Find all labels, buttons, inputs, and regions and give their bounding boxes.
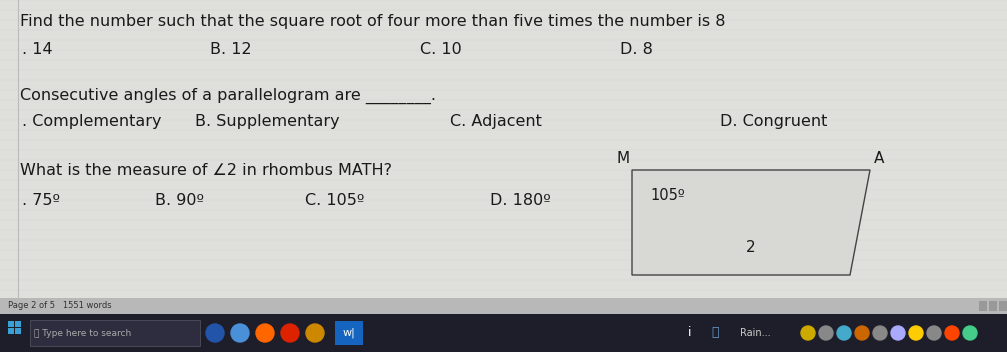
- Text: A: A: [874, 151, 884, 166]
- Circle shape: [801, 326, 815, 340]
- Text: 🔍 Type here to search: 🔍 Type here to search: [34, 328, 131, 338]
- Text: D. Congruent: D. Congruent: [720, 114, 828, 129]
- Circle shape: [945, 326, 959, 340]
- Text: Rain...: Rain...: [740, 328, 770, 338]
- Text: w|: w|: [342, 328, 355, 338]
- Text: . 75º: . 75º: [22, 193, 60, 208]
- Text: B. 12: B. 12: [210, 42, 252, 57]
- Text: Consecutive angles of a parallelogram are ________.: Consecutive angles of a parallelogram ar…: [20, 88, 436, 104]
- Bar: [8, 321, 14, 327]
- Circle shape: [873, 326, 887, 340]
- Circle shape: [963, 326, 977, 340]
- Text: C. Adjacent: C. Adjacent: [450, 114, 542, 129]
- Circle shape: [206, 324, 224, 342]
- Bar: [335, 321, 363, 345]
- Bar: [0, 298, 1007, 314]
- Circle shape: [891, 326, 905, 340]
- Polygon shape: [632, 170, 870, 275]
- Text: D. 8: D. 8: [620, 42, 653, 57]
- Circle shape: [231, 324, 249, 342]
- Bar: [15, 321, 21, 327]
- Text: B. Supplementary: B. Supplementary: [195, 114, 339, 129]
- Text: . Complementary: . Complementary: [22, 114, 161, 129]
- Bar: [30, 320, 200, 346]
- Text: What is the measure of ∠2 in rhombus MATH?: What is the measure of ∠2 in rhombus MAT…: [20, 163, 392, 178]
- Bar: [979, 301, 987, 311]
- Circle shape: [909, 326, 923, 340]
- Bar: [0, 314, 1007, 352]
- Circle shape: [281, 324, 299, 342]
- Text: . 14: . 14: [22, 42, 52, 57]
- Text: B. 90º: B. 90º: [155, 193, 204, 208]
- Text: 2: 2: [746, 240, 756, 255]
- Bar: [8, 328, 14, 334]
- Circle shape: [837, 326, 851, 340]
- Circle shape: [855, 326, 869, 340]
- Text: M: M: [617, 151, 630, 166]
- Text: 🌂: 🌂: [711, 327, 719, 339]
- Bar: [0, 0, 1007, 298]
- Text: Page 2 of 5   1551 words: Page 2 of 5 1551 words: [8, 302, 112, 310]
- Text: i: i: [688, 327, 692, 339]
- Bar: [15, 328, 21, 334]
- Bar: [999, 301, 1007, 311]
- Circle shape: [306, 324, 324, 342]
- Bar: [989, 301, 997, 311]
- Text: C. 10: C. 10: [420, 42, 462, 57]
- Text: 105º: 105º: [650, 188, 685, 203]
- Text: D. 180º: D. 180º: [490, 193, 551, 208]
- Text: Find the number such that the square root of four more than five times the numbe: Find the number such that the square roo…: [20, 14, 725, 29]
- Text: C. 105º: C. 105º: [305, 193, 365, 208]
- Circle shape: [256, 324, 274, 342]
- Circle shape: [819, 326, 833, 340]
- Circle shape: [927, 326, 941, 340]
